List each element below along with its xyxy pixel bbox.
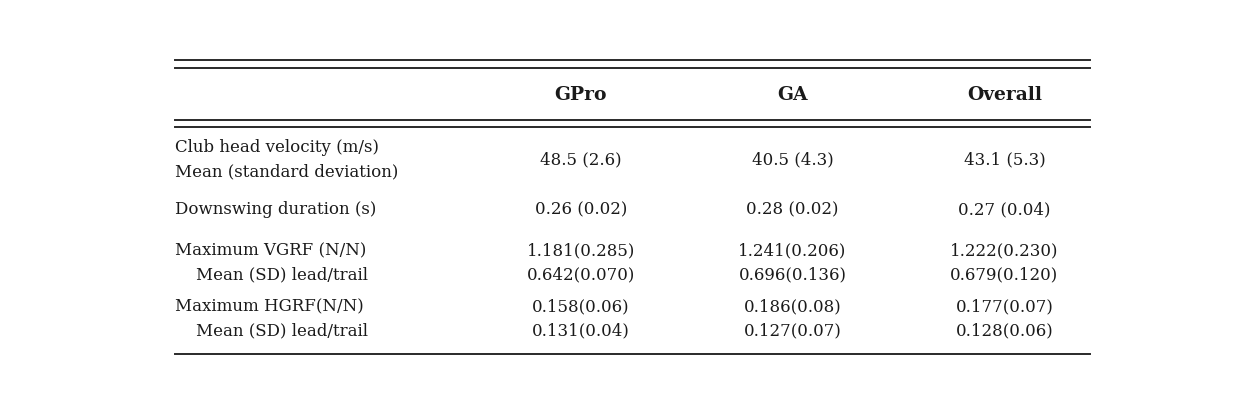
Text: 40.5 (4.3): 40.5 (4.3) bbox=[752, 151, 833, 168]
Text: 48.5 (2.6): 48.5 (2.6) bbox=[540, 151, 622, 168]
Text: 43.1 (5.3): 43.1 (5.3) bbox=[964, 151, 1045, 168]
Text: 0.27 (0.04): 0.27 (0.04) bbox=[958, 201, 1050, 217]
Text: 1.181(0.285)
0.642(0.070): 1.181(0.285) 0.642(0.070) bbox=[527, 242, 636, 283]
Text: Downswing duration (s): Downswing duration (s) bbox=[175, 201, 376, 217]
Text: 1.241(0.206)
0.696(0.136): 1.241(0.206) 0.696(0.136) bbox=[738, 242, 847, 283]
Text: Overall: Overall bbox=[967, 85, 1041, 104]
Text: 0.186(0.08)
0.127(0.07): 0.186(0.08) 0.127(0.07) bbox=[744, 298, 842, 339]
Text: GPro: GPro bbox=[554, 85, 607, 104]
Text: 0.26 (0.02): 0.26 (0.02) bbox=[534, 201, 627, 217]
Text: 1.222(0.230)
0.679(0.120): 1.222(0.230) 0.679(0.120) bbox=[950, 242, 1059, 283]
Text: 0.177(0.07)
0.128(0.06): 0.177(0.07) 0.128(0.06) bbox=[955, 298, 1054, 339]
Text: Maximum HGRF(N/N)
    Mean (SD) lead/trail: Maximum HGRF(N/N) Mean (SD) lead/trail bbox=[175, 298, 368, 339]
Text: Club head velocity (m/s)
Mean (standard deviation): Club head velocity (m/s) Mean (standard … bbox=[175, 139, 399, 180]
Text: 0.28 (0.02): 0.28 (0.02) bbox=[747, 201, 839, 217]
Text: GA: GA bbox=[777, 85, 808, 104]
Text: 0.158(0.06)
0.131(0.04): 0.158(0.06) 0.131(0.04) bbox=[532, 298, 629, 339]
Text: Maximum VGRF (N/N)
    Mean (SD) lead/trail: Maximum VGRF (N/N) Mean (SD) lead/trail bbox=[175, 242, 368, 283]
